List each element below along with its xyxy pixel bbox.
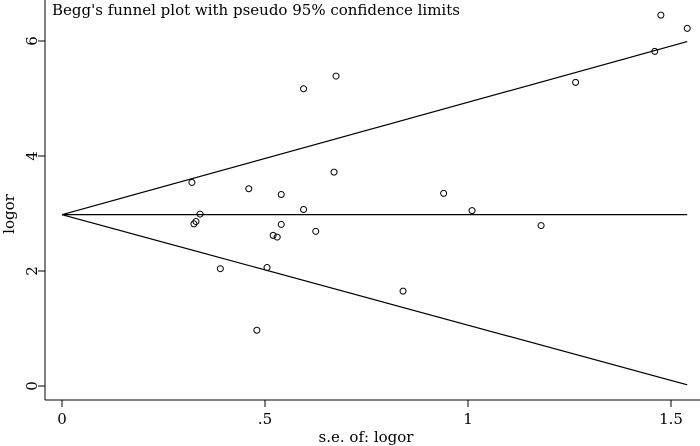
- y-axis-ticks: 0 2 4 6: [23, 36, 45, 391]
- data-point: [277, 220, 285, 228]
- x-axis-label: s.e. of: logor: [319, 428, 415, 446]
- y-tick-label: 0: [23, 381, 41, 391]
- data-point: [216, 265, 224, 273]
- data-point: [269, 231, 277, 239]
- data-point: [300, 205, 308, 213]
- x-tick-label: 1: [463, 410, 473, 428]
- data-point: [277, 191, 285, 199]
- data-point: [300, 85, 308, 93]
- data-point: [253, 326, 261, 334]
- data-point: [572, 78, 580, 86]
- x-tick-label: 0: [57, 410, 67, 428]
- y-axis-label: logor: [0, 193, 18, 233]
- x-tick-label: 1.5: [659, 410, 683, 428]
- data-point: [683, 24, 691, 32]
- data-point: [312, 227, 320, 235]
- data-point: [190, 220, 198, 228]
- x-axis-ticks: 0 .5 1 1.5: [57, 400, 683, 428]
- y-tick-label: 4: [23, 151, 41, 161]
- y-tick-label: 2: [23, 266, 41, 276]
- x-tick-label: .5: [258, 410, 272, 428]
- plot-frame: [44, 0, 700, 401]
- pseudo-ci-lines: [61, 40, 688, 386]
- data-point: [188, 178, 196, 186]
- data-point: [273, 233, 281, 241]
- data-point: [651, 47, 659, 55]
- data-point: [330, 168, 338, 176]
- data-point: [440, 189, 448, 197]
- study-points: [188, 11, 691, 334]
- data-point: [263, 264, 271, 272]
- data-point: [537, 222, 545, 230]
- data-point: [399, 287, 407, 295]
- chart-title: Begg's funnel plot with pseudo 95% confi…: [52, 1, 460, 19]
- data-point: [468, 207, 476, 215]
- data-point: [192, 218, 200, 226]
- data-point: [657, 11, 665, 19]
- data-point: [332, 72, 340, 80]
- upper-limit-line: [61, 40, 688, 216]
- data-point: [245, 185, 253, 193]
- data-point: [196, 210, 204, 218]
- lower-limit-line: [61, 214, 688, 386]
- y-tick-label: 6: [23, 36, 41, 46]
